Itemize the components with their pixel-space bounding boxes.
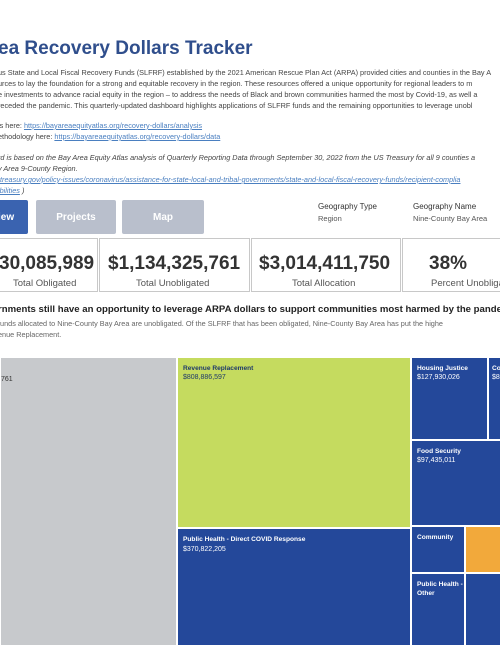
treemap-label: Public Health - Other — [417, 581, 463, 597]
intro-paragraph: us State and Local Fiscal Recovery Funds… — [0, 67, 500, 111]
geography-name-filter[interactable]: Geography Name Nine-County Bay Area — [413, 202, 487, 223]
intro-line: receded the pandemic. This quarterly-upd… — [0, 101, 473, 110]
intro-line: us State and Local Fiscal Recovery Funds… — [0, 68, 492, 77]
treasury-link-continued[interactable]: ibilities — [0, 186, 20, 195]
treemap-value: 761 — [1, 376, 13, 383]
analysis-prefix: is here: — [0, 121, 24, 130]
intro-line: urces to lay the foundation for a strong… — [0, 79, 473, 88]
intro-line: e investments to advance racial equity i… — [0, 90, 478, 99]
treemap-public-health-other[interactable]: Public Health - Other — [411, 573, 465, 646]
treemap-value: $8 — [492, 374, 500, 381]
subtitle-line: enue Replacement. — [0, 330, 62, 339]
kpi-percent-unobligated: 38% Percent Unobligat — [402, 238, 500, 292]
treemap-label: Revenue Replacement — [183, 365, 254, 372]
treemap-small-category[interactable] — [465, 573, 500, 646]
note-line: rd is based on the Bay Area Equity Atlas… — [0, 153, 476, 162]
treemap-value: $97,435,011 — [417, 457, 456, 464]
section-headline: rnments still have an opportunity to lev… — [0, 304, 500, 315]
geography-type-label: Geography Type — [318, 202, 378, 211]
geography-type-filter[interactable]: Geography Type Region — [318, 202, 377, 223]
treemap-label: Food Security — [417, 448, 461, 455]
treemap-value: $127,930,026 — [417, 374, 460, 381]
kpi-value: 38% — [429, 253, 468, 274]
tab-map[interactable]: Map — [122, 200, 204, 234]
obligations-treemap: 761 Revenue Replacement $808,886,597 Pub… — [0, 357, 500, 646]
kpi-value: $1,134,325,761 — [108, 253, 241, 274]
kpi-total-unobligated: $1,134,325,761 Total Unobligated — [99, 238, 250, 292]
kpi-row: 30,085,989 Total Obligated $1,134,325,76… — [0, 238, 500, 292]
data-note: rd is based on the Bay Area Equity Atlas… — [0, 152, 475, 196]
kpi-label: Percent Unobligat — [431, 278, 500, 289]
tab-projects-label: Projects — [56, 211, 96, 223]
treemap-label: Housing Justice — [417, 365, 468, 372]
section-subtitle: funds allocated to Nine-County Bay Area … — [0, 318, 443, 340]
tab-overview[interactable]: iew — [0, 200, 28, 234]
treemap-value: $808,886,597 — [183, 374, 226, 381]
treemap-revenue-replacement[interactable]: Revenue Replacement $808,886,597 — [177, 357, 411, 528]
kpi-total-allocation: $3,014,411,750 Total Allocation — [251, 238, 401, 292]
treemap-label: Co — [492, 365, 500, 372]
kpi-label: Total Allocation — [292, 278, 356, 289]
kpi-total-obligated: 30,085,989 Total Obligated — [0, 238, 98, 292]
tab-projects[interactable]: Projects — [36, 200, 116, 234]
kpi-label: Total Obligated — [13, 278, 77, 289]
methodology-prefix: ethodology here: — [0, 132, 55, 141]
treemap-orange-category[interactable] — [465, 526, 500, 573]
analysis-link[interactable]: https://bayareaequityatlas.org/recovery-… — [23, 121, 203, 130]
treemap-label: Public Health - Direct COVID Response — [183, 536, 306, 543]
tab-overview-label: iew — [0, 211, 15, 223]
geography-name-value: Nine-County Bay Area — [413, 214, 488, 223]
note-line: y Area 9-County Region. — [0, 164, 78, 173]
page-title: ea Recovery Dollars Tracker — [0, 38, 253, 59]
methodology-link[interactable]: https://bayareaequityatlas.org/recovery-… — [54, 132, 221, 141]
treemap-unobligated[interactable]: 761 — [0, 357, 177, 646]
geography-type-value: Region — [318, 214, 342, 223]
treemap-community[interactable]: Community — [411, 526, 465, 573]
reference-links: is here: https://bayareaequityatlas.org/… — [0, 120, 220, 142]
kpi-label: Total Unobligated — [136, 278, 210, 289]
subtitle-line: funds allocated to Nine-County Bay Area … — [0, 319, 443, 328]
treemap-public-health-covid[interactable]: Public Health - Direct COVID Response $3… — [177, 528, 411, 646]
kpi-value: $3,014,411,750 — [259, 253, 391, 274]
treemap-food-security[interactable]: Food Security $97,435,011 — [411, 440, 500, 526]
treemap-label: Community — [417, 534, 454, 541]
tab-map-label: Map — [153, 211, 173, 223]
note-paren: ) — [21, 186, 25, 195]
treasury-link[interactable]: .treasury.gov/policy-issues/coronavirus/… — [0, 175, 461, 184]
treemap-cut-category[interactable]: Co $8 — [488, 357, 500, 440]
geography-name-label: Geography Name — [413, 202, 477, 211]
treemap-value: $370,822,205 — [183, 546, 226, 553]
kpi-value: 30,085,989 — [0, 253, 95, 274]
treemap-housing-justice[interactable]: Housing Justice $127,930,026 — [411, 357, 488, 440]
